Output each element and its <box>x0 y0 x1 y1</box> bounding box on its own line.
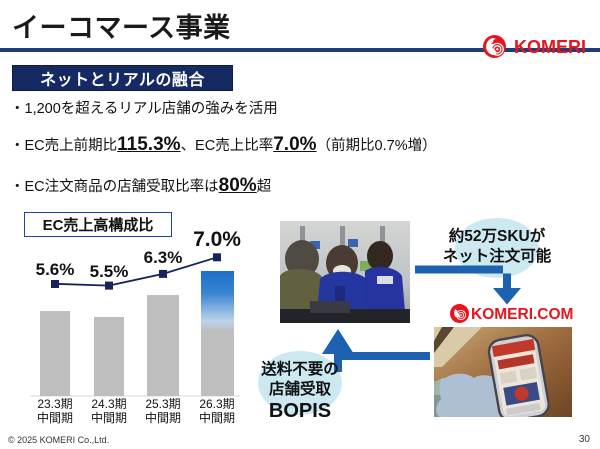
svg-text:店舗受取: 店舗受取 <box>269 379 332 398</box>
svg-text:BOPIS: BOPIS <box>269 400 331 422</box>
svg-text:KOMERI.COM: KOMERI.COM <box>471 306 573 323</box>
svg-text:ネット注文可能: ネット注文可能 <box>443 246 552 265</box>
svg-text:送料不要の: 送料不要の <box>260 359 339 378</box>
svg-text:約52万SKUが: 約52万SKUが <box>449 226 546 245</box>
